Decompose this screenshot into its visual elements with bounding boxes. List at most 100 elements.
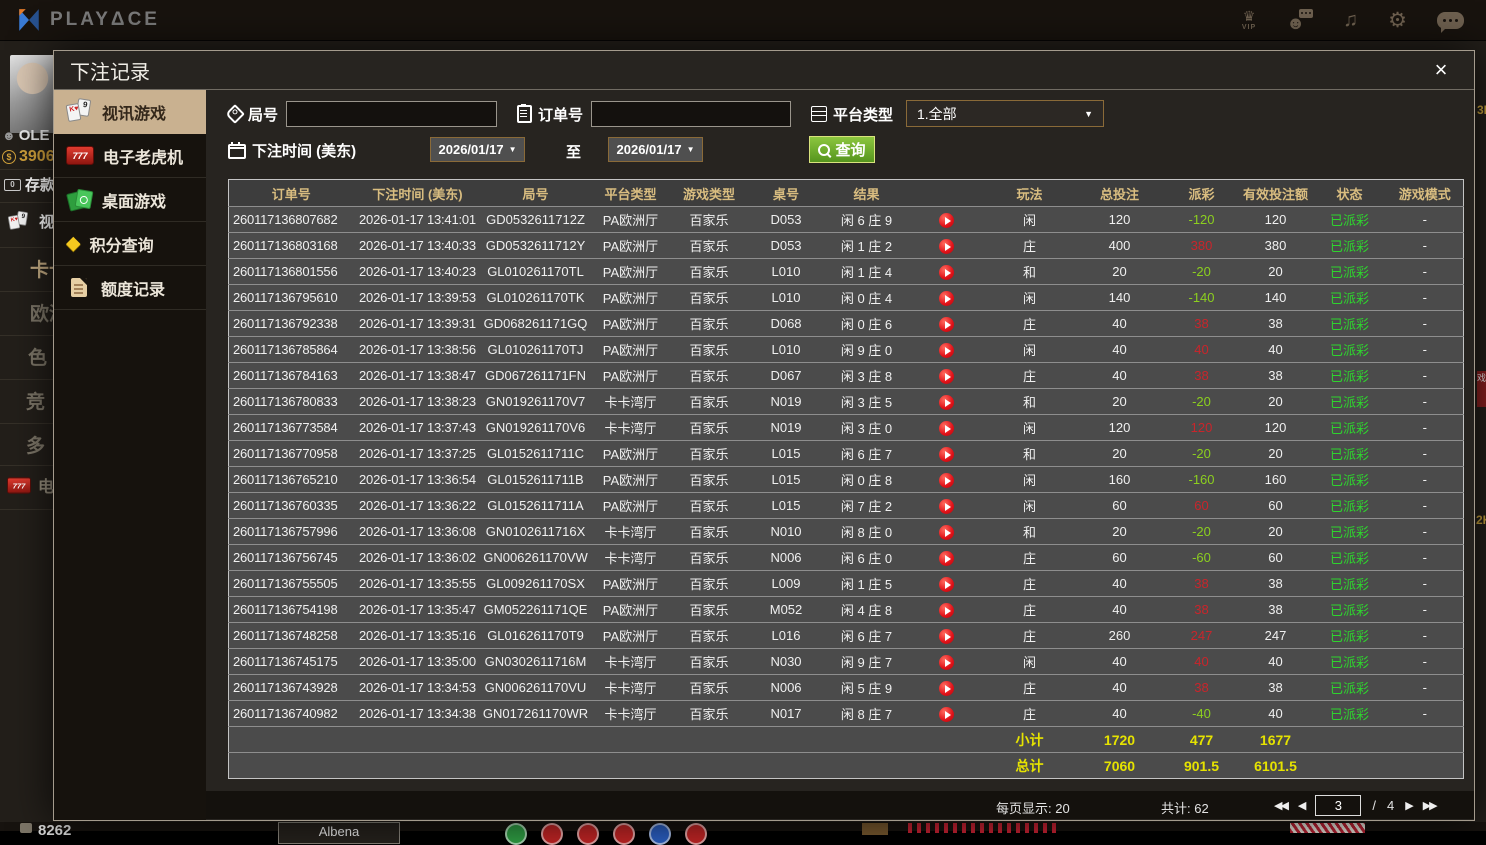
table-row: 260117136795610 2026-01-17 13:39:53 GL01… bbox=[228, 284, 1464, 311]
pager-first-icon[interactable]: ◀◀ bbox=[1274, 800, 1289, 812]
replay-play-icon[interactable] bbox=[938, 524, 954, 540]
search-button[interactable]: 查询 bbox=[809, 136, 875, 163]
replay-play-icon[interactable] bbox=[938, 654, 954, 670]
replay-play-icon[interactable] bbox=[938, 602, 954, 618]
replay-play-icon[interactable] bbox=[938, 576, 954, 592]
sidebar-nav-jing[interactable]: 竞 bbox=[26, 392, 46, 413]
table-footer: 每页显示: 20 共计: 62 ◀◀ ◀ / 4 ▶ ▶▶ bbox=[206, 791, 1474, 819]
sidebar-item-table-games[interactable]: 桌面游戏 bbox=[54, 178, 206, 222]
col-payout: 派彩 bbox=[1164, 179, 1239, 207]
vip-icon[interactable]: ♛ VIP bbox=[1241, 8, 1257, 31]
replay-play-icon[interactable] bbox=[938, 316, 954, 332]
table-row: 260117136743928 2026-01-17 13:34:53 GN00… bbox=[228, 674, 1464, 701]
slot-machine-icon: 777 bbox=[7, 476, 31, 494]
date-from-picker[interactable]: 2026/01/17 ▼ bbox=[430, 137, 525, 162]
chat-messages-icon[interactable] bbox=[1437, 11, 1464, 33]
music-icon[interactable]: ♫ bbox=[1343, 8, 1359, 31]
col-valid-bet: 有效投注额 bbox=[1238, 179, 1313, 207]
sidebar-item-quota-records[interactable]: 额度记录 bbox=[54, 266, 206, 310]
table-row: 260117136807682 2026-01-17 13:41:01 GD05… bbox=[228, 206, 1464, 233]
platform-type-select[interactable]: 1.全部 ▼ bbox=[906, 100, 1104, 127]
replay-play-icon[interactable] bbox=[938, 264, 954, 280]
col-round-id: 局号 bbox=[481, 179, 590, 207]
bottom-strip: 8262 Albena bbox=[0, 822, 1486, 845]
tag-icon bbox=[225, 104, 245, 124]
pager-last-icon[interactable]: ▶▶ bbox=[1422, 800, 1438, 812]
table-header: 订单号 下注时间 (美东) 局号 平台类型 游戏类型 桌号 结果 玩法 总投注 … bbox=[228, 179, 1464, 207]
pager-prev-icon[interactable]: ◀ bbox=[1297, 800, 1307, 812]
col-game-mode: 游戏模式 bbox=[1386, 179, 1464, 207]
roulette-icons bbox=[505, 823, 707, 845]
playace-logo-icon bbox=[16, 7, 42, 33]
grand-total-label: 总计 bbox=[984, 752, 1075, 779]
table-row: 260117136757996 2026-01-17 13:36:08 GN01… bbox=[228, 518, 1464, 545]
table-summary: 小计 1720 477 1677 总计 7060 901.5 6101.5 bbox=[228, 726, 1464, 779]
col-game-type: 游戏类型 bbox=[671, 179, 747, 207]
table-games-icon bbox=[66, 188, 94, 212]
diamond-icon: ◆ bbox=[66, 233, 81, 254]
bet-table-body: 260117136807682 2026-01-17 13:41:01 GD05… bbox=[228, 206, 1464, 727]
username-label: ☻ OLE bbox=[2, 127, 50, 144]
total-count-label: 共计: 62 bbox=[1161, 801, 1209, 816]
replay-play-icon[interactable] bbox=[938, 238, 954, 254]
col-replay bbox=[907, 179, 985, 207]
table-row: 260117136785864 2026-01-17 13:38:56 GL01… bbox=[228, 336, 1464, 363]
table-row: 260117136770958 2026-01-17 13:37:25 GL01… bbox=[228, 440, 1464, 467]
sidebar-item-video-games[interactable]: 9 K♥ 视讯游戏 bbox=[54, 90, 218, 134]
date-to-picker[interactable]: 2026/01/17 ▼ bbox=[608, 137, 703, 162]
dialog-title: 下注记录 bbox=[70, 61, 150, 84]
subtotal-row: 小计 1720 477 1677 bbox=[228, 726, 1464, 753]
user-avatar[interactable] bbox=[10, 55, 55, 133]
round-number-input[interactable] bbox=[286, 101, 497, 127]
right-fragment-mid: 戏 bbox=[1477, 371, 1486, 407]
round-number-label: 局号 bbox=[225, 101, 278, 127]
replay-play-icon[interactable] bbox=[938, 394, 954, 410]
col-total-bet: 总投注 bbox=[1074, 179, 1165, 207]
sidebar-nav-duo[interactable]: 多 bbox=[26, 436, 46, 457]
table-row: 260117136760335 2026-01-17 13:36:22 GL01… bbox=[228, 492, 1464, 519]
replay-play-icon[interactable] bbox=[938, 446, 954, 462]
replay-play-icon[interactable] bbox=[938, 472, 954, 488]
table-row: 260117136792338 2026-01-17 13:39:31 GD06… bbox=[228, 310, 1464, 337]
replay-play-icon[interactable] bbox=[938, 368, 954, 384]
video-games-nav[interactable]: 9 K♥ 视 bbox=[7, 209, 54, 234]
col-bet-time: 下注时间 (美东) bbox=[353, 179, 482, 207]
table-row: 260117136740982 2026-01-17 13:34:38 GN01… bbox=[228, 700, 1464, 727]
topbar-icon-group: ♛ VIP ☻ ♫ ⚙ bbox=[1242, 8, 1470, 33]
replay-play-icon[interactable] bbox=[938, 706, 954, 722]
platform-type-label: 平台类型 bbox=[811, 101, 893, 127]
chevron-down-icon: ▼ bbox=[1084, 108, 1093, 119]
replay-play-icon[interactable] bbox=[938, 290, 954, 306]
replay-play-icon[interactable] bbox=[938, 628, 954, 644]
page-number-input[interactable] bbox=[1315, 795, 1362, 816]
pager-next-icon[interactable]: ▶ bbox=[1405, 800, 1414, 812]
table-row: 260117136780833 2026-01-17 13:38:23 GN01… bbox=[228, 388, 1464, 415]
calendar-icon bbox=[228, 142, 246, 159]
order-number-label: 订单号 bbox=[517, 101, 583, 127]
customer-support-icon[interactable]: ☻ bbox=[1286, 9, 1314, 33]
sidebar-nav-se[interactable]: 色 bbox=[28, 348, 48, 369]
replay-play-icon[interactable] bbox=[938, 420, 954, 436]
replay-play-icon[interactable] bbox=[938, 550, 954, 566]
total-pages-label: 4 bbox=[1387, 798, 1395, 813]
chevron-down-icon: ▼ bbox=[686, 145, 695, 154]
replay-play-icon[interactable] bbox=[938, 342, 954, 358]
replay-play-icon[interactable] bbox=[938, 680, 954, 696]
brand-title: PLAYΔCE bbox=[50, 9, 160, 30]
page-size-label: 每页显示: 20 bbox=[996, 801, 1070, 816]
table-row: 260117136754198 2026-01-17 13:35:47 GM05… bbox=[228, 596, 1464, 623]
settings-gear-icon[interactable]: ⚙ bbox=[1388, 8, 1407, 32]
order-number-input[interactable] bbox=[591, 101, 791, 127]
close-icon[interactable]: × bbox=[1434, 57, 1448, 82]
person-icon: ☻ bbox=[2, 128, 16, 143]
cards-icon: 9 K♥ bbox=[7, 210, 30, 232]
table-row: 260117136765210 2026-01-17 13:36:54 GL01… bbox=[228, 466, 1464, 493]
chevron-down-icon: ▼ bbox=[508, 145, 517, 154]
col-play-type: 玩法 bbox=[984, 179, 1075, 207]
date-range-to-label: 至 bbox=[566, 144, 582, 161]
sidebar-item-slots[interactable]: 777 电子老虎机 bbox=[54, 134, 206, 178]
replay-play-icon[interactable] bbox=[938, 498, 954, 514]
deposit-button[interactable]: 0 存款 bbox=[4, 174, 55, 195]
replay-play-icon[interactable] bbox=[938, 212, 954, 228]
sidebar-item-points-query[interactable]: ◆ 积分查询 bbox=[54, 222, 206, 266]
